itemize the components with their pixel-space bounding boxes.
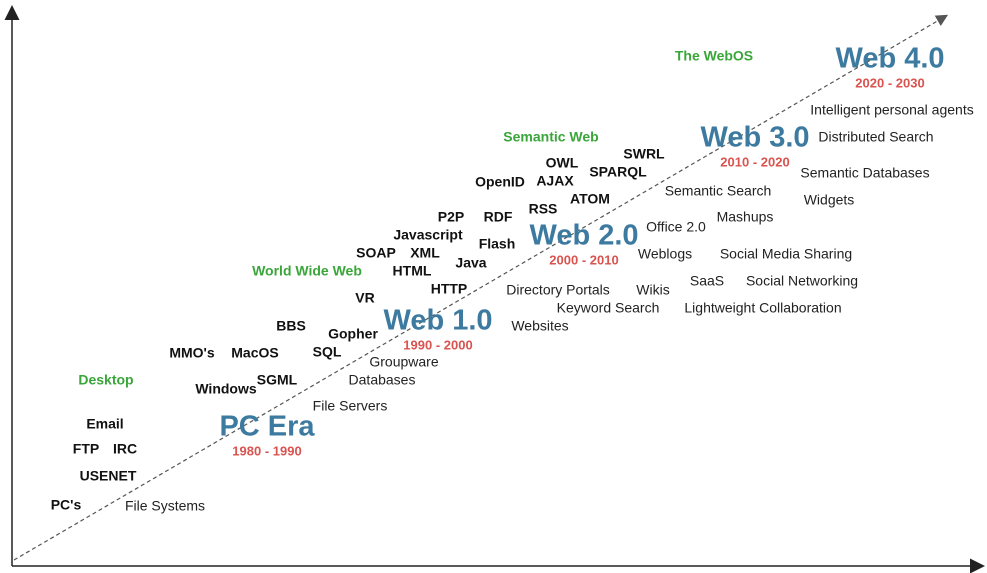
application: Mashups xyxy=(717,209,774,225)
technology: HTTP xyxy=(431,281,468,297)
technology: Flash xyxy=(479,236,516,252)
technology: Javascript xyxy=(393,227,463,243)
era-years: 2000 - 2010 xyxy=(549,252,618,267)
technology: SQL xyxy=(313,344,342,360)
application: Databases xyxy=(349,372,416,388)
technology: OWL xyxy=(546,155,579,171)
phase: Semantic Web xyxy=(503,129,598,145)
technology: VR xyxy=(355,290,374,306)
era-years: 2010 - 2020 xyxy=(720,154,789,169)
application: Lightweight Collaboration xyxy=(684,300,841,316)
technology: FTP xyxy=(73,441,99,457)
technology: IRC xyxy=(113,441,137,457)
era-name: Web 4.0 xyxy=(835,43,944,75)
technology: Gopher xyxy=(328,326,378,342)
era-name: PC Era xyxy=(219,411,315,443)
technology: SGML xyxy=(257,372,298,388)
technology: P2P xyxy=(438,209,464,225)
application: SaaS xyxy=(690,273,724,289)
technology: Email xyxy=(86,416,123,432)
trend-line xyxy=(13,14,949,561)
phase: The WebOS xyxy=(675,48,753,64)
technology: ATOM xyxy=(570,191,610,207)
application: Directory Portals xyxy=(506,282,609,298)
technology: MMO's xyxy=(169,345,215,361)
era-years: 1990 - 2000 xyxy=(403,337,472,352)
technology: SWRL xyxy=(623,146,665,162)
application: Wikis xyxy=(636,282,669,298)
technology: PC's xyxy=(51,497,82,513)
technology: SOAP xyxy=(356,245,396,261)
technology: AJAX xyxy=(536,173,574,189)
application: Groupware xyxy=(369,354,438,370)
era-years: 1980 - 1990 xyxy=(232,443,301,458)
application: Widgets xyxy=(804,192,855,208)
era-name: Web 1.0 xyxy=(383,305,492,337)
application: Distributed Search xyxy=(818,129,933,145)
application: Weblogs xyxy=(638,246,692,262)
application: Social Networking xyxy=(746,273,858,289)
application: Websites xyxy=(511,318,568,334)
technology: BBS xyxy=(276,318,306,334)
technology: XML xyxy=(410,245,440,261)
era-years: 2020 - 2030 xyxy=(855,75,924,90)
technology: OpenID xyxy=(475,174,525,190)
technology: RDF xyxy=(484,209,513,225)
technology: HTML xyxy=(393,263,432,279)
application: Intelligent personal agents xyxy=(810,102,973,118)
application: File Systems xyxy=(125,498,205,514)
application: Semantic Search xyxy=(665,183,772,199)
technology: SPARQL xyxy=(589,164,647,180)
application: File Servers xyxy=(313,398,388,414)
technology: Windows xyxy=(195,381,257,397)
technology: Java xyxy=(455,255,486,271)
application: Keyword Search xyxy=(557,300,660,316)
phase: Desktop xyxy=(78,372,133,388)
era-name: Web 2.0 xyxy=(529,220,638,252)
phase: World Wide Web xyxy=(252,263,362,279)
technology: USENET xyxy=(80,468,137,484)
application: Office 2.0 xyxy=(646,219,706,235)
era-name: Web 3.0 xyxy=(700,122,809,154)
technology: MacOS xyxy=(231,345,278,361)
technology: RSS xyxy=(529,201,558,217)
application: Social Media Sharing xyxy=(720,246,852,262)
application: Semantic Databases xyxy=(800,165,929,181)
